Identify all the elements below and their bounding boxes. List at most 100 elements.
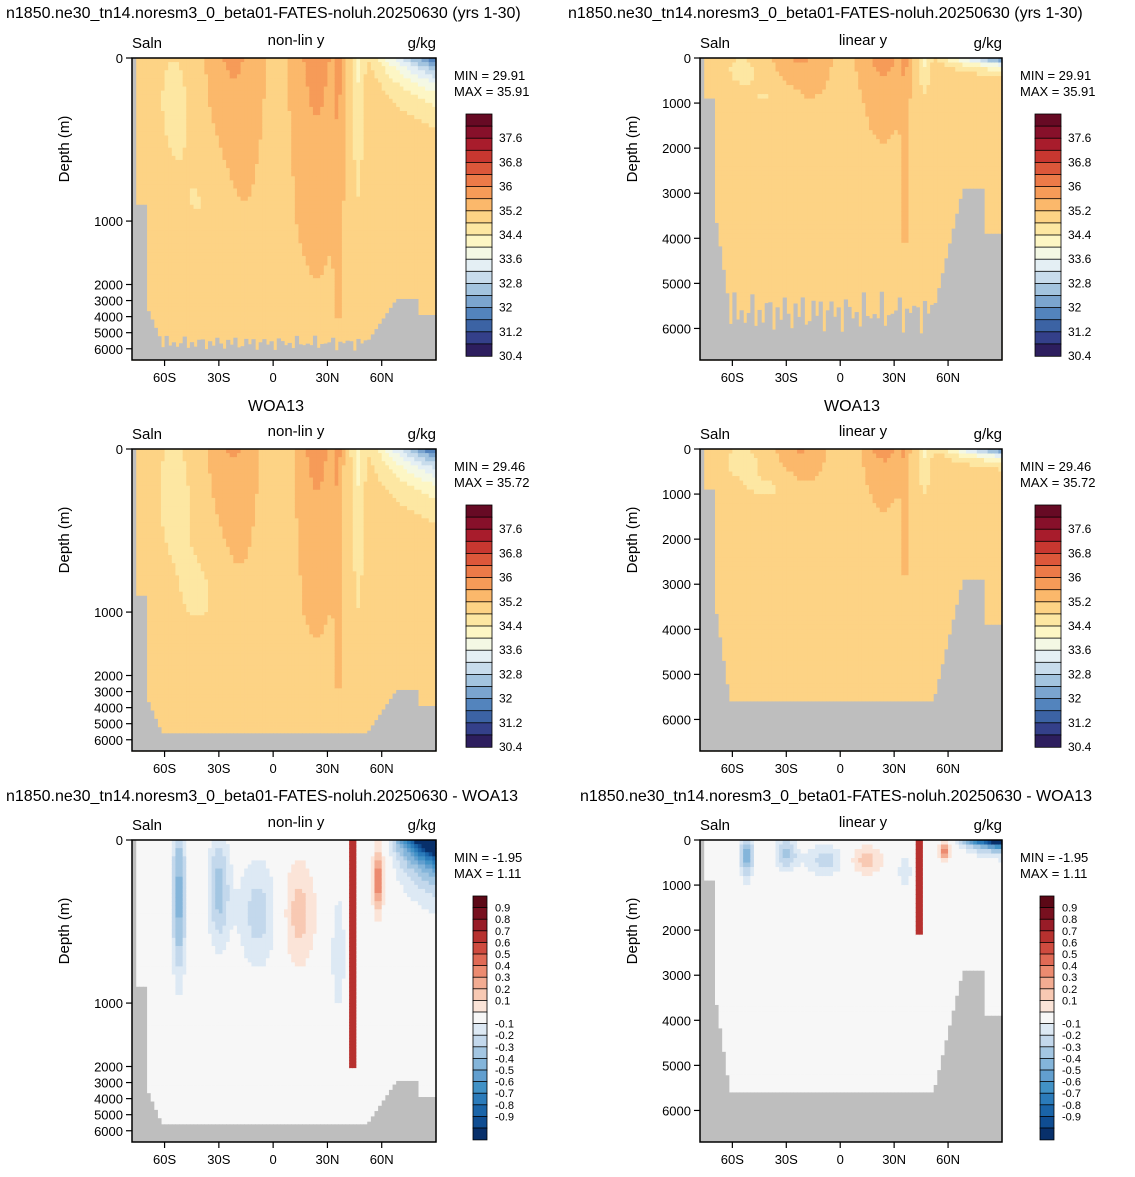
field-cell (219, 119, 223, 124)
field-cell (230, 213, 234, 218)
field-cell (219, 140, 223, 145)
field-cell (201, 107, 205, 112)
field-cell (161, 148, 165, 153)
field-cell (215, 164, 219, 169)
field-cell (136, 184, 140, 189)
field-cell (226, 119, 230, 124)
field-cell (143, 127, 147, 132)
field-cell (175, 164, 179, 169)
row-title-2b: WOA13 (824, 398, 880, 415)
field-cell (215, 148, 219, 153)
field-cell (204, 180, 208, 185)
field-cell (168, 95, 172, 100)
field-cell (201, 78, 205, 83)
field-cell (204, 209, 208, 214)
field-cell (139, 123, 143, 128)
field-cell (219, 131, 223, 136)
field-cell (197, 205, 201, 210)
field-cell (222, 74, 226, 79)
field-cell (165, 78, 169, 83)
field-cell (219, 209, 223, 214)
field-cell (157, 140, 161, 145)
field-cell (201, 213, 205, 218)
field-cell (197, 193, 201, 198)
field-cell (233, 172, 237, 177)
field-cell (197, 217, 201, 222)
field-cell (183, 115, 187, 120)
field-cell (175, 115, 179, 120)
field-cell (233, 95, 237, 100)
field-cell (157, 119, 161, 124)
field-cell (179, 82, 183, 87)
field-cell (136, 91, 140, 96)
field-cell (230, 135, 234, 140)
field-cell (226, 188, 230, 193)
field-cell (168, 160, 172, 165)
field-cell (233, 201, 237, 206)
field-cell (248, 103, 252, 108)
field-cell (194, 95, 198, 100)
field-cell (219, 180, 223, 185)
field-cell (215, 193, 219, 198)
field-cell (244, 95, 248, 100)
field-cell (161, 87, 165, 92)
field-cell (146, 103, 150, 108)
field-cell (168, 82, 172, 87)
field-cell (165, 209, 169, 214)
field-cell (226, 197, 230, 202)
field-cell (226, 115, 230, 120)
field-cell (194, 99, 198, 104)
field-cell (175, 62, 179, 67)
field-cell (212, 82, 216, 87)
field-cell (172, 95, 176, 100)
field-cell (194, 135, 198, 140)
field-cell (175, 103, 179, 108)
field-cell (215, 111, 219, 116)
field-cell (208, 123, 212, 128)
field-cell (146, 62, 150, 67)
field-cell (226, 148, 230, 153)
field-cell (172, 107, 176, 112)
field-cell (194, 188, 198, 193)
field-cell (230, 172, 234, 177)
field-cell (146, 164, 150, 169)
field-cell (244, 205, 248, 210)
field-cell (244, 152, 248, 157)
field-cell (154, 107, 158, 112)
field-cell (201, 168, 205, 173)
field-cell (233, 205, 237, 210)
field-cell (215, 217, 219, 222)
field-cell (175, 168, 179, 173)
field-cell (226, 217, 230, 222)
field-cell (146, 152, 150, 157)
field-cell (154, 140, 158, 145)
field-cell (215, 99, 219, 104)
field-cell (146, 172, 150, 177)
field-cell (190, 164, 194, 169)
field-cell (186, 123, 190, 128)
field-cell (168, 111, 172, 116)
field-cell (146, 111, 150, 116)
field-cell (244, 123, 248, 128)
field-cell (172, 82, 176, 87)
field-cell (244, 156, 248, 161)
field-cell (150, 91, 154, 96)
field-cell (175, 160, 179, 165)
field-cell (226, 172, 230, 177)
field-cell (150, 115, 154, 120)
field-cell (179, 127, 183, 132)
field-cell (237, 140, 241, 145)
field-cell (143, 95, 147, 100)
field-cell (212, 140, 216, 145)
field-cell (150, 176, 154, 181)
field-cell (136, 70, 140, 75)
field-cell (175, 127, 179, 132)
field-cell (154, 66, 158, 71)
field-cell (222, 99, 226, 104)
field-cell (183, 99, 187, 104)
field-cell (150, 197, 154, 202)
field-cell (139, 131, 143, 136)
field-cell (226, 180, 230, 185)
field-cell (183, 148, 187, 153)
field-cell (233, 99, 237, 104)
